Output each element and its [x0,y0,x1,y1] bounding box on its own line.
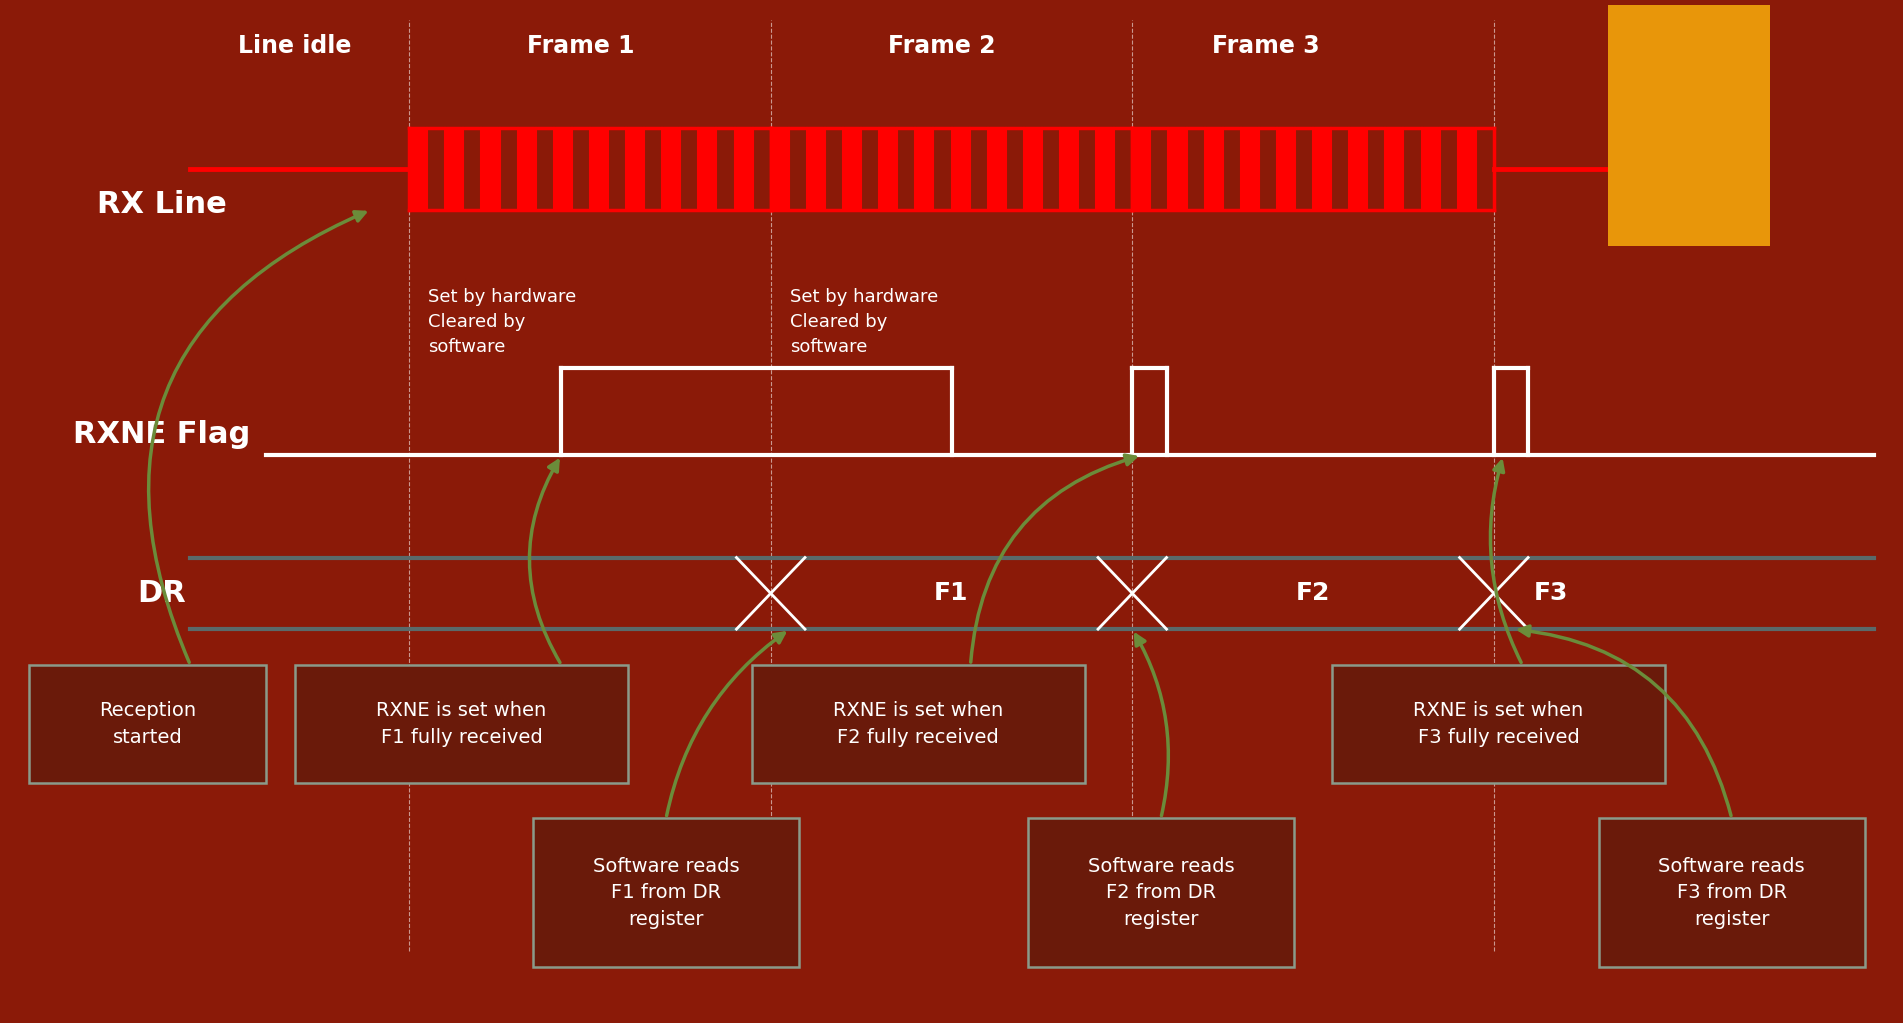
Bar [1332,665,1665,783]
Text: Software reads
F1 from DR
register: Software reads F1 from DR register [592,856,740,929]
Text: Frame 2: Frame 2 [889,34,995,58]
Text: Frame 3: Frame 3 [1212,34,1319,58]
Bar [295,665,628,783]
Bar [1205,128,1222,210]
Bar [481,128,499,210]
Text: RX Line: RX Line [97,190,226,219]
Bar [518,128,537,210]
Bar [752,665,1085,783]
Bar [879,128,898,210]
Text: Reception
started: Reception started [99,701,196,747]
Text: RXNE is set when
F2 fully received: RXNE is set when F2 fully received [834,701,1003,747]
Bar [409,128,426,210]
Bar [1028,818,1294,967]
Bar [1277,128,1294,210]
Bar [1385,128,1403,210]
Bar [1608,5,1770,246]
Text: F2: F2 [1296,581,1330,606]
Bar [1060,128,1077,210]
Text: F3: F3 [1534,581,1568,606]
Text: Line idle: Line idle [238,34,352,58]
Bar [626,128,643,210]
Bar [1024,128,1043,210]
Bar [662,128,679,210]
Bar [445,128,464,210]
Bar [554,128,571,210]
Bar [1313,128,1330,210]
Text: Line idle: Line idle [1618,34,1732,58]
Bar [29,665,266,783]
Bar [988,128,1005,210]
Text: Software reads
F3 from DR
register: Software reads F3 from DR register [1658,856,1806,929]
Text: Set by hardware
Cleared by
software: Set by hardware Cleared by software [790,288,938,356]
Text: DR: DR [137,579,186,608]
Bar [807,128,826,210]
Text: Software reads
F2 from DR
register: Software reads F2 from DR register [1087,856,1235,929]
Bar [1422,128,1439,210]
Text: RXNE is set when
F3 fully received: RXNE is set when F3 fully received [1414,701,1583,747]
Text: F1: F1 [934,581,969,606]
Bar [915,128,932,210]
Bar [698,128,716,210]
Bar [1132,128,1149,210]
Text: Frame 1: Frame 1 [527,34,634,58]
Bar [1349,128,1366,210]
Text: RXNE Flag: RXNE Flag [72,420,251,449]
Bar [1168,128,1187,210]
Text: Set by hardware
Cleared by
software: Set by hardware Cleared by software [428,288,577,356]
Bar [1096,128,1113,210]
Bar [1599,818,1865,967]
Bar [533,818,799,967]
Bar [771,128,788,210]
Bar [952,128,969,210]
Bar [590,128,607,210]
Bar [735,128,752,210]
Bar [843,128,860,210]
Bar [1458,128,1477,210]
Text: RXNE is set when
F1 fully received: RXNE is set when F1 fully received [377,701,546,747]
Bar [1241,128,1260,210]
